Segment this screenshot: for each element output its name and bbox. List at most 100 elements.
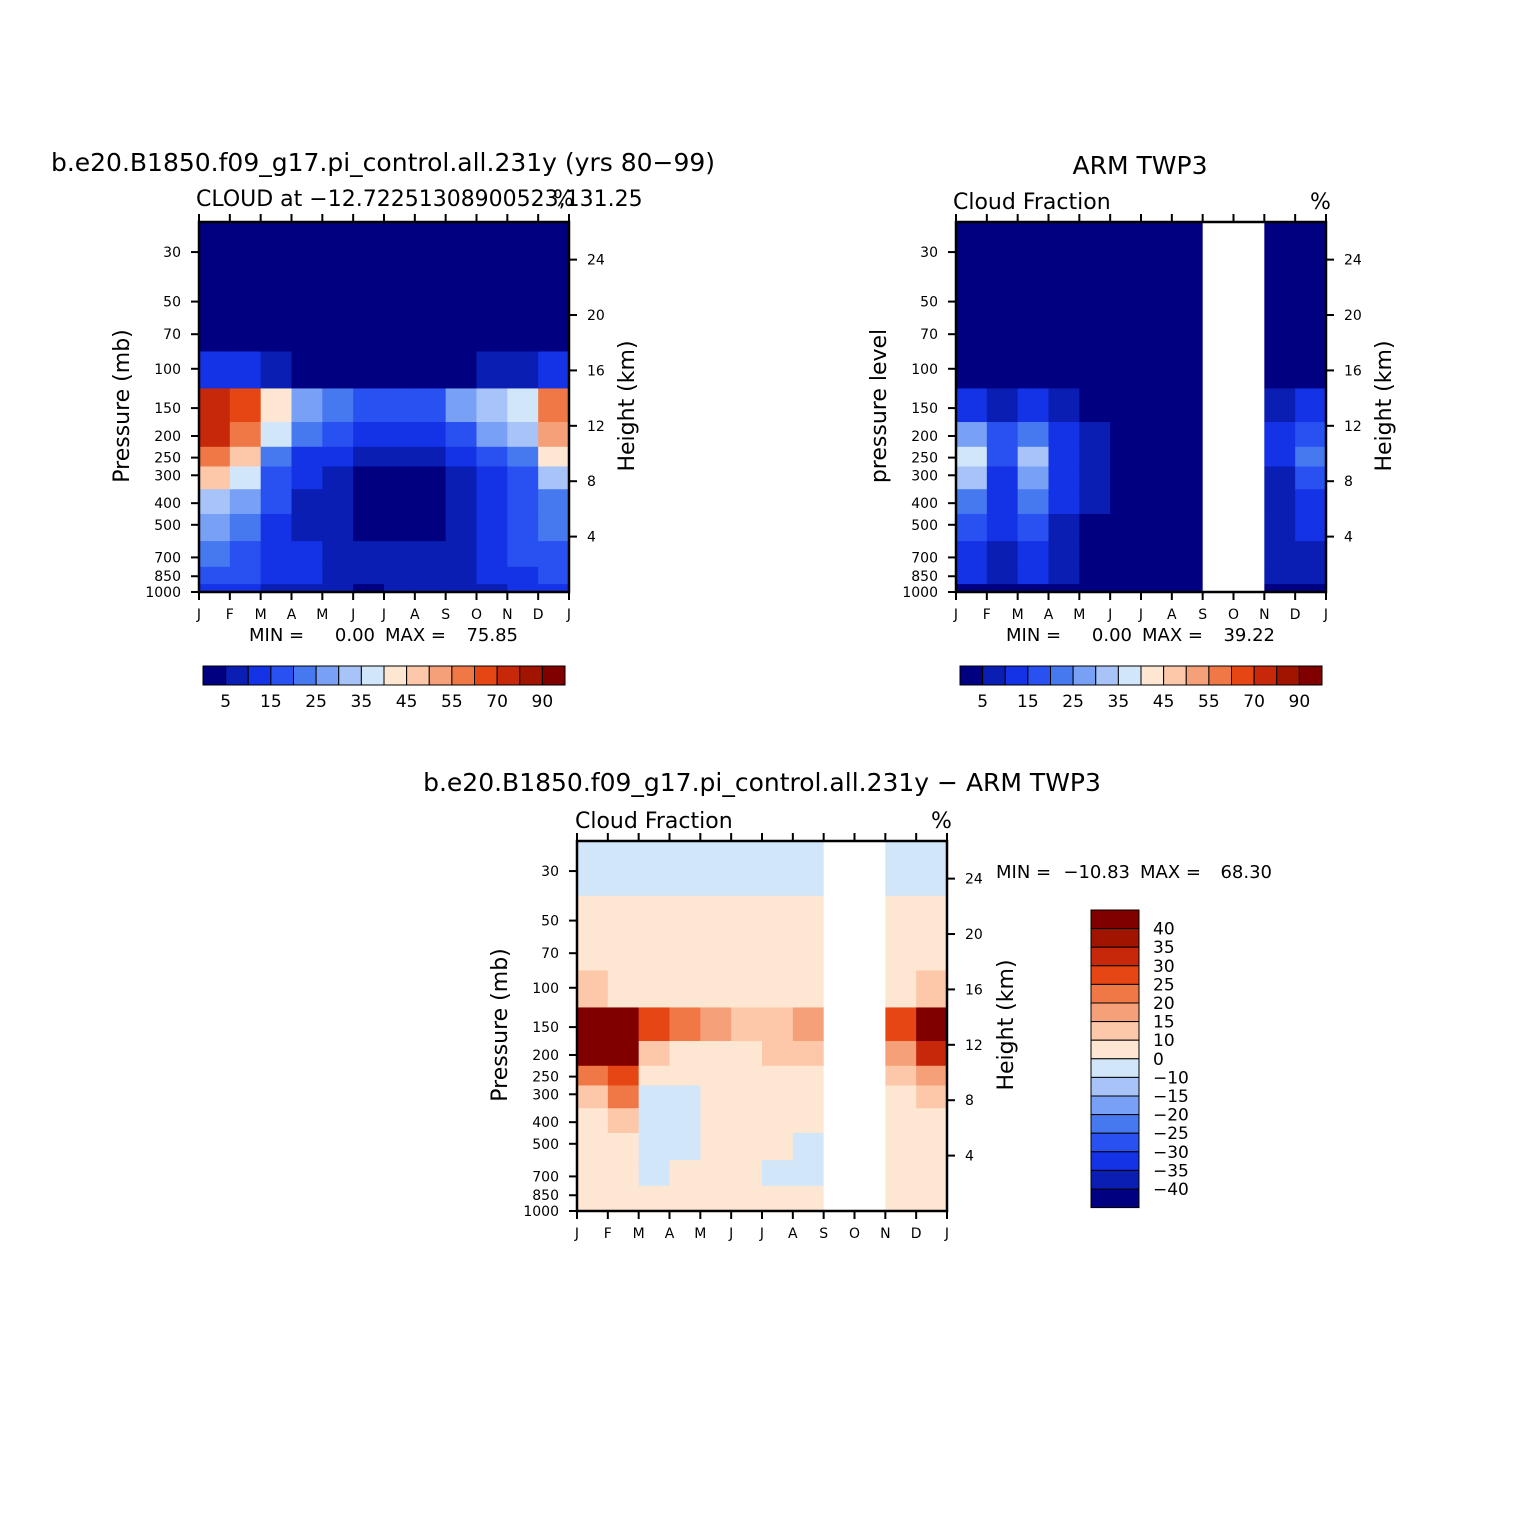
heatmap-cell xyxy=(476,584,508,593)
y-tick-label: 700 xyxy=(911,550,938,566)
heatmap-cell xyxy=(669,1065,701,1087)
colorbar-label: 0 xyxy=(1153,1050,1164,1070)
heatmap-cell xyxy=(1264,222,1296,278)
x-tick-label: S xyxy=(441,607,450,623)
heatmap-cell xyxy=(476,317,508,353)
heatmap-cell xyxy=(1264,566,1296,585)
colorbar-swatch xyxy=(1090,1188,1140,1209)
y-tick-label: 1000 xyxy=(902,585,938,601)
heatmap-cell xyxy=(700,895,732,938)
heatmap-cell xyxy=(638,1160,671,1187)
heatmap-cell xyxy=(731,1007,763,1042)
missing-data-band xyxy=(1233,222,1265,592)
heatmap-cell xyxy=(538,513,570,542)
heatmap-cell xyxy=(1048,466,1080,490)
heatmap-cell xyxy=(986,222,1019,278)
y-tick-label: 400 xyxy=(532,1115,559,1131)
heatmap-cell xyxy=(291,489,323,515)
heatmap-cell xyxy=(792,1065,825,1087)
colorbar-swatch xyxy=(1090,1039,1140,1060)
heatmap-cell xyxy=(199,566,231,585)
heatmap-cell xyxy=(1110,351,1142,390)
heatmap-cell xyxy=(1295,351,1327,390)
heatmap-cell xyxy=(607,1041,640,1067)
heatmap-cell xyxy=(1079,222,1111,278)
heatmap-cell xyxy=(1048,541,1080,568)
heatmap-cell xyxy=(1079,388,1111,423)
colorbar-swatch xyxy=(1090,1021,1140,1041)
heatmap-cell xyxy=(260,489,293,515)
heatmap-cell xyxy=(577,1007,609,1042)
heatmap-cell xyxy=(260,422,293,448)
heatmap-cell xyxy=(384,584,416,593)
heatmap-cell xyxy=(353,422,385,448)
panel-obs-max-value: 39.22 xyxy=(1223,625,1275,646)
heatmap-cell xyxy=(538,446,570,468)
y-tick-right-label: 16 xyxy=(965,982,983,998)
heatmap-cell xyxy=(731,1108,763,1134)
y-tick-right-label: 8 xyxy=(587,474,596,490)
heatmap-cell xyxy=(445,388,478,423)
y-tick-label: 500 xyxy=(911,518,938,534)
heatmap-cell xyxy=(1295,541,1327,568)
heatmap-cell xyxy=(700,970,732,1009)
heatmap-cell xyxy=(1079,566,1111,585)
heatmap-cell xyxy=(1141,222,1173,278)
colorbar-label: 90 xyxy=(1289,692,1311,712)
panel-obs-subtitle: Cloud Fraction xyxy=(953,190,1111,215)
heatmap-cell xyxy=(1171,466,1204,490)
x-tick-label: D xyxy=(1290,607,1301,623)
colorbar-swatch xyxy=(1050,665,1074,686)
heatmap-cell xyxy=(1264,541,1296,568)
heatmap-cell xyxy=(638,970,671,1009)
heatmap-cell xyxy=(322,566,354,585)
heatmap-cell xyxy=(792,841,825,897)
heatmap-cell xyxy=(229,351,262,390)
heatmap-cell xyxy=(1141,584,1173,593)
heatmap-cell xyxy=(956,466,988,490)
heatmap-cell xyxy=(507,513,539,542)
panel-diff-title: b.e20.B1850.f09_g17.pi_control.all.231y … xyxy=(423,768,1101,797)
colorbar-swatch xyxy=(1090,1095,1140,1116)
heatmap-cell xyxy=(384,317,416,353)
heatmap-cell xyxy=(384,489,416,515)
heatmap-cell xyxy=(885,936,917,972)
y-tick-right-label: 16 xyxy=(1344,363,1362,379)
heatmap-cell xyxy=(1079,446,1111,468)
panel-obs-units: % xyxy=(1310,190,1331,215)
panel-diff-ylabel-right: Height (km) xyxy=(994,959,1019,1090)
y-tick-right-label: 16 xyxy=(587,363,605,379)
heatmap-cell xyxy=(1295,276,1327,319)
panel-diff: b.e20.B1850.f09_g17.pi_control.all.231y … xyxy=(423,768,1272,1242)
heatmap-cell xyxy=(916,895,948,938)
colorbar-swatch xyxy=(1090,1002,1140,1023)
heatmap-cell xyxy=(986,489,1019,515)
heatmap-cell xyxy=(322,466,354,490)
heatmap-cell xyxy=(1141,541,1173,568)
y-tick-right-label: 20 xyxy=(965,927,983,943)
heatmap-cell xyxy=(507,317,539,353)
colorbar-swatch xyxy=(1027,665,1052,686)
heatmap-cell xyxy=(792,1085,825,1109)
y-tick-label: 400 xyxy=(154,496,181,512)
y-tick-right-label: 12 xyxy=(587,419,605,435)
y-tick-label: 100 xyxy=(154,362,181,378)
heatmap-cell xyxy=(762,1160,794,1187)
heatmap-cell xyxy=(229,276,262,319)
heatmap-cell xyxy=(669,970,701,1009)
heatmap-cell xyxy=(731,1041,763,1067)
heatmap-cell xyxy=(956,513,988,542)
y-tick-label: 100 xyxy=(911,362,938,378)
y-tick-right-label: 20 xyxy=(1344,308,1362,324)
heatmap-cell xyxy=(792,970,825,1009)
x-tick-label: J xyxy=(728,1226,733,1242)
y-tick-label: 30 xyxy=(920,245,938,261)
heatmap-cell xyxy=(538,541,570,568)
x-tick-label: S xyxy=(819,1226,828,1242)
heatmap-cell xyxy=(1110,222,1142,278)
y-tick-label: 200 xyxy=(154,429,181,445)
y-tick-label: 50 xyxy=(920,295,938,311)
heatmap-cell xyxy=(260,513,293,542)
y-tick-label: 850 xyxy=(154,569,181,585)
heatmap-cell xyxy=(414,513,447,542)
